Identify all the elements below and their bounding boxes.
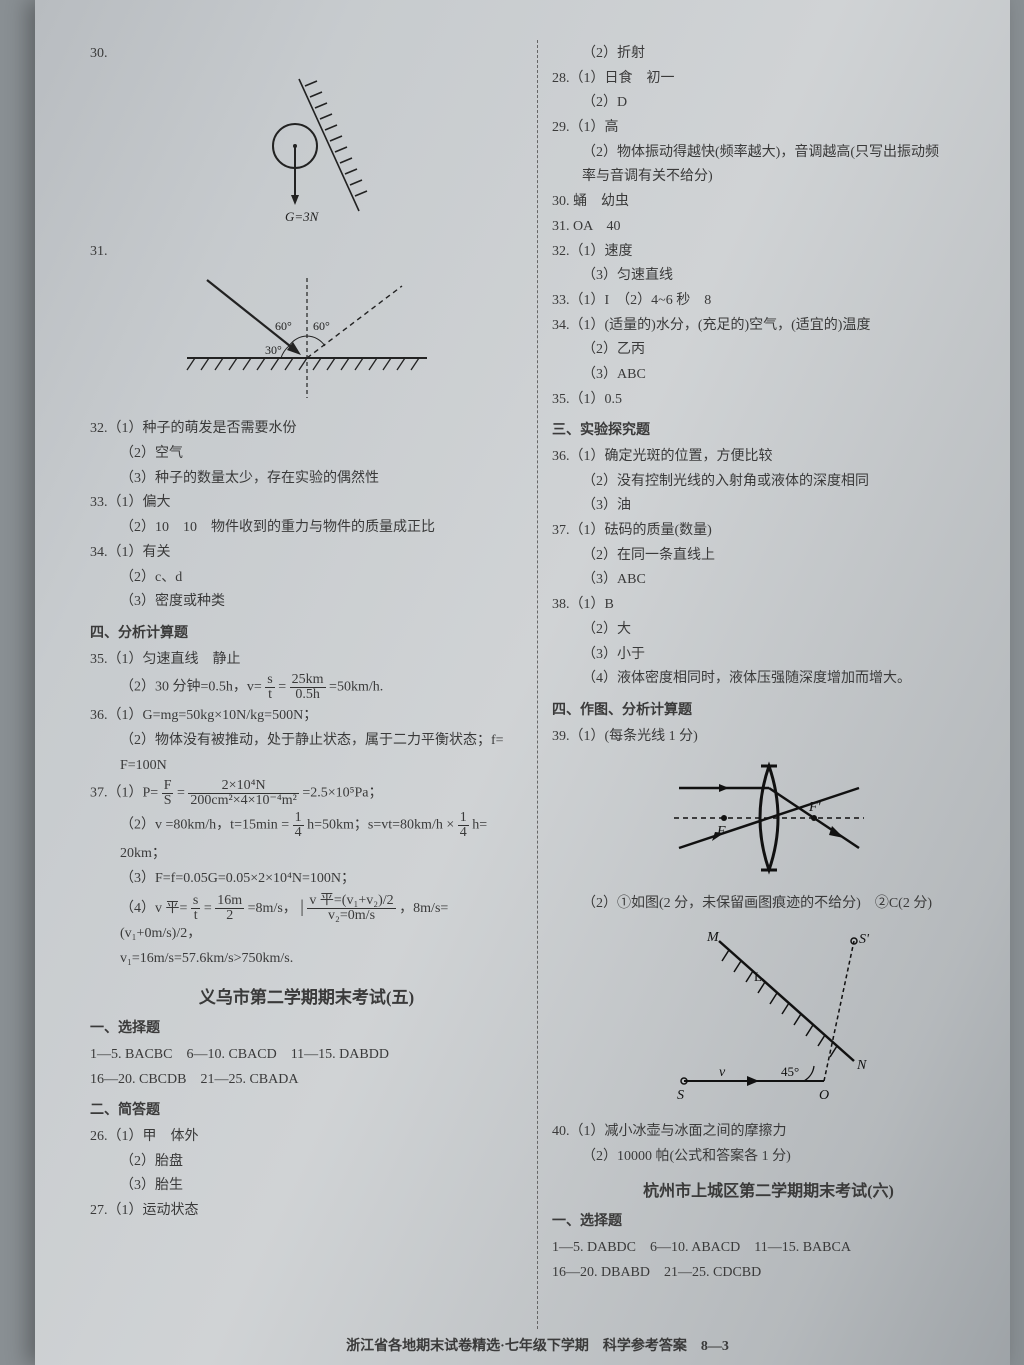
r39-1: 39.（1）(每条光线 1 分): [552, 726, 985, 748]
r39-2: （2）①如图(2 分，未保留画图痕迹的不给分) ②C(2 分): [552, 893, 985, 915]
q30-label: 30.: [90, 43, 523, 65]
q37-3: （3）F=f=0.05G=0.05×2×10⁴N=100N；: [90, 868, 523, 890]
svg-text:v: v: [719, 1065, 726, 1080]
r36-3: （3）油: [552, 495, 985, 517]
r30: 30. 蛹 幼虫: [552, 191, 985, 213]
page-footer: 浙江省各地期末试卷精选·七年级下学期 科学参考答案 8—3: [90, 1329, 985, 1355]
q35-1: 35.（1）匀速直线 静止: [90, 649, 523, 671]
q26-2: （2）胎盘: [90, 1151, 523, 1173]
q37-2f: 20km；: [90, 843, 523, 865]
r29-2b: 率与音调有关不给分): [552, 166, 985, 188]
q35-2: （2）30 分钟=0.5h，v= st = 25km0.5h =50km/h.: [90, 673, 523, 702]
svg-text:45°: 45°: [781, 1064, 799, 1079]
svg-text:O: O: [819, 1088, 829, 1103]
sec4-title-right: 四、作图、分析计算题: [552, 700, 985, 722]
q34-3: （3）密度或种类: [90, 591, 523, 613]
q27-1: 27.（1）运动状态: [90, 1200, 523, 1222]
svg-text:N: N: [856, 1058, 867, 1073]
r-ans1: 1—5. DABDC 6—10. ABACD 11—15. BABCA: [552, 1237, 985, 1259]
fig30-label: G=3N: [285, 209, 320, 224]
q36-2b: F=100N: [90, 755, 523, 777]
r28-1: 28.（1）日食 初一: [552, 68, 985, 90]
r29-2a: （2）物体振动得越快(频率越大)，音调越高(只写出振动频: [552, 142, 985, 164]
q37-1: 37.（1）P= FS = 2×10⁴N200cm²×4×10⁻⁴m² =2.5…: [90, 779, 523, 808]
exam6-title: 杭州市上城区第二学期期末考试(六): [552, 1177, 985, 1201]
svg-text:60°: 60°: [313, 319, 330, 333]
figure-30: G=3N: [90, 71, 523, 231]
r32-3: （3）匀速直线: [552, 265, 985, 287]
q32-1: 32.（1）种子的萌发是否需要水份: [90, 418, 523, 440]
r27-2: （2）折射: [552, 43, 985, 65]
r34-2: （2）乙丙: [552, 339, 985, 361]
r38-1: 38.（1）B: [552, 594, 985, 616]
q26-1: 26.（1）甲 体外: [90, 1126, 523, 1148]
section-4-title: 四、分析计算题: [90, 623, 523, 645]
svg-text:30°: 30°: [265, 343, 282, 357]
svg-text:60°: 60°: [275, 319, 292, 333]
ans-1-15: 1—5. BACBC 6—10. CBACD 11—15. DABDD: [90, 1044, 523, 1066]
r37-1: 37.（1）砝码的质量(数量): [552, 520, 985, 542]
r37-3: （3）ABC: [552, 569, 985, 591]
r35-1: 35.（1）0.5: [552, 389, 985, 411]
right-column: （2）折射 28.（1）日食 初一 （2）D 29.（1）高 （2）物体振动得越…: [538, 40, 985, 1329]
r34-1: 34.（1）(适量的)水分，(充足的)空气，(适宜的)温度: [552, 315, 985, 337]
q35-2a: （2）30 分钟=0.5h，v=: [120, 680, 262, 695]
r36-1: 36.（1）确定光斑的位置，方便比较: [552, 446, 985, 468]
q36-2a: （2）物体没有被推动，处于静止状态，属于二力平衡状态；f=: [90, 730, 523, 752]
r40-2: （2）10000 帕(公式和答案各 1 分): [552, 1146, 985, 1168]
r33: 33.（1）I （2）4~6 秒 8: [552, 290, 985, 312]
figure-39-1: F F': [552, 753, 985, 883]
sec3-title-right: 三、实验探究题: [552, 420, 985, 442]
figure-31: 60° 60° 30°: [90, 268, 523, 408]
q37-4h: v₁=16m/s=57.6km/s>750km/s.: [90, 948, 523, 970]
r29-1: 29.（1）高: [552, 117, 985, 139]
r37-2: （2）在同一条直线上: [552, 545, 985, 567]
r-ans2: 16—20. DBABD 21—25. CDCBD: [552, 1262, 985, 1284]
svg-text:S': S': [859, 932, 870, 947]
exam5-title: 义乌市第二学期期末考试(五): [90, 983, 523, 1008]
r38-2: （2）大: [552, 619, 985, 641]
figure-39-2: M N S v O 45° S': [552, 921, 985, 1111]
q36-1: 36.（1）G=mg=50kg×10N/kg=500N；: [90, 705, 523, 727]
left-column: 30.: [90, 40, 537, 1329]
r32-1: 32.（1）速度: [552, 241, 985, 263]
column-divider: [537, 40, 538, 1329]
r28-2: （2）D: [552, 92, 985, 114]
svg-text:L: L: [754, 969, 762, 984]
sec1-title-left: 一、选择题: [90, 1018, 523, 1040]
r36-2: （2）没有控制光线的入射角或液体的深度相同: [552, 471, 985, 493]
r34-3: （3）ABC: [552, 364, 985, 386]
q33-2: （2）10 10 物件收到的重力与物件的质量成正比: [90, 517, 523, 539]
q37-4: （4）v 平= st = 16m2 =8m/s， | v 平=(v₁+v₂)/2…: [90, 893, 523, 945]
q32-2: （2）空气: [90, 443, 523, 465]
q32-3: （3）种子的数量太少，存在实验的偶然性: [90, 468, 523, 490]
q34-1: 34.（1）有关: [90, 542, 523, 564]
svg-text:S: S: [677, 1088, 684, 1103]
svg-text:M: M: [706, 930, 720, 945]
q37-2: （2）v =80km/h，t=15min = 14 h=50km；s=vt=80…: [90, 811, 523, 840]
ans-16-25: 16—20. CBCDB 21—25. CBADA: [90, 1069, 523, 1091]
r31: 31. OA 40: [552, 216, 985, 238]
sec1-title-right: 一、选择题: [552, 1211, 985, 1233]
q34-2: （2）c、d: [90, 567, 523, 589]
r40-1: 40.（1）减小冰壶与冰面之间的摩擦力: [552, 1121, 985, 1143]
q26-3: （3）胎生: [90, 1175, 523, 1197]
sec2-title-left: 二、简答题: [90, 1100, 523, 1122]
r38-3: （3）小于: [552, 644, 985, 666]
q33-1: 33.（1）偏大: [90, 492, 523, 514]
q31-label: 31.: [90, 241, 523, 263]
r38-4: （4）液体密度相同时，液体压强随深度增加而增大。: [552, 668, 985, 690]
